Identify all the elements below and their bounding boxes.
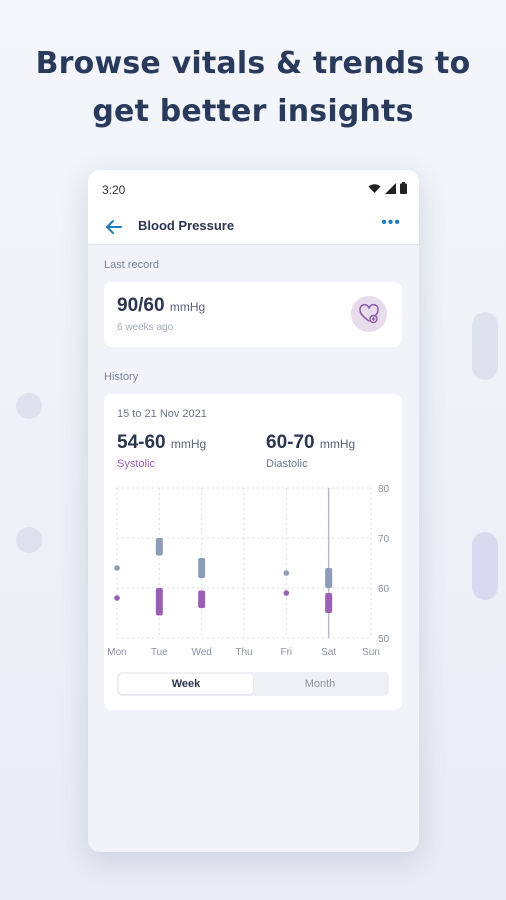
range-bar <box>325 593 332 613</box>
battery-icon <box>400 182 407 194</box>
x-tick-label: Wed <box>191 647 211 658</box>
bp-range-chart: 80 70 60 50 Mon Tue Wed Thu Fri Sat Sun <box>104 482 402 662</box>
headline-line-2: get better insights <box>0 88 506 136</box>
decor-pill <box>472 532 498 600</box>
data-point <box>284 570 290 576</box>
last-record-unit: mmHg <box>170 300 205 314</box>
range-bar <box>198 558 205 578</box>
headline-line-1: Browse vitals & trends to <box>0 40 506 88</box>
x-tick-label: Sun <box>362 647 380 658</box>
y-tick-label: 60 <box>378 584 390 595</box>
decor-circle <box>16 527 42 553</box>
last-record-reading: 90/60 <box>117 295 165 316</box>
decor-circle <box>16 393 42 419</box>
status-icons <box>368 182 407 194</box>
systolic-label: Systolic <box>117 458 155 470</box>
last-record-value: 90/60 mmHg <box>117 295 205 317</box>
y-tick-label: 80 <box>378 484 390 495</box>
page-title: Blood Pressure <box>138 218 234 233</box>
x-tick-label: Sat <box>321 647 336 658</box>
diastolic-unit: mmHg <box>320 437 355 451</box>
history-card: 15 to 21 Nov 2021 54-60 mmHg Systolic 60… <box>104 394 402 710</box>
x-tick-label: Fri <box>280 647 292 658</box>
data-point <box>114 595 120 601</box>
x-tick-label: Mon <box>107 647 126 658</box>
decor-pill <box>472 312 498 380</box>
diastolic-reading: 60-70 <box>266 432 315 453</box>
data-point <box>284 590 290 596</box>
systolic-unit: mmHg <box>171 437 206 451</box>
status-time: 3:20 <box>102 183 125 197</box>
tab-month[interactable]: Month <box>253 674 387 694</box>
wifi-icon <box>368 183 381 194</box>
arrow-left-icon <box>104 217 124 237</box>
tab-week[interactable]: Week <box>119 674 253 694</box>
range-bar <box>156 538 163 556</box>
diastolic-label: Diastolic <box>266 458 308 470</box>
range-bar <box>156 588 163 616</box>
date-range: 15 to 21 Nov 2021 <box>117 408 207 420</box>
more-horizontal-icon: ••• <box>381 214 401 231</box>
history-label: History <box>104 371 138 383</box>
last-record-label: Last record <box>104 259 159 271</box>
last-record-card[interactable]: 90/60 mmHg 6 weeks ago <box>104 282 402 347</box>
cell-signal-icon <box>385 183 396 194</box>
x-tick-label: Thu <box>235 647 252 658</box>
y-tick-label: 50 <box>378 634 390 645</box>
app-bar: Blood Pressure ••• <box>88 210 419 245</box>
last-record-time: 6 weeks ago <box>117 322 173 333</box>
add-reading-button[interactable] <box>351 296 387 332</box>
x-tick-label: Tue <box>151 647 168 658</box>
diastolic-value: 60-70 mmHg <box>266 432 355 454</box>
systolic-value: 54-60 mmHg <box>117 432 206 454</box>
data-point <box>114 565 120 571</box>
phone-screen: 3:20 Blood Pressure ••• Last record 90/6… <box>88 170 419 852</box>
range-bar <box>325 568 332 588</box>
back-button[interactable] <box>104 217 124 242</box>
heart-add-icon <box>358 303 380 325</box>
more-options-button[interactable]: ••• <box>381 214 401 232</box>
systolic-reading: 54-60 <box>117 432 166 453</box>
period-toggle: Week Month <box>117 672 389 696</box>
headline: Browse vitals & trends to get better ins… <box>0 40 506 136</box>
status-bar: 3:20 <box>88 170 419 210</box>
range-bar <box>198 591 205 609</box>
y-tick-label: 70 <box>378 534 390 545</box>
